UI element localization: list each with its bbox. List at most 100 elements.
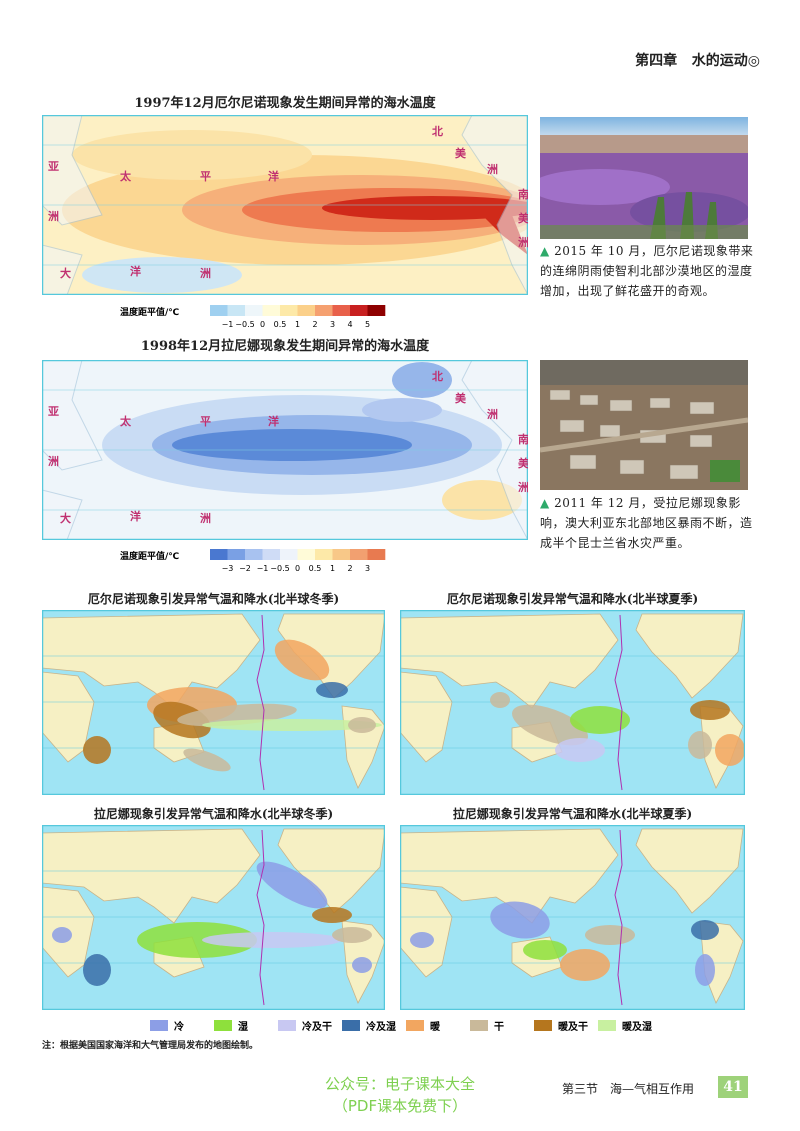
map-label: 美 <box>518 456 528 470</box>
anomaly-patch <box>322 196 528 220</box>
world-map <box>400 610 745 795</box>
legend-swatch <box>210 305 228 316</box>
climate-region <box>523 940 567 960</box>
note: 注：根据美国国家海洋和大气管理局发布的地图绘制。 <box>42 1041 259 1051</box>
legend-label: 温度距平值/℃ <box>120 306 179 318</box>
map-label: 洋 <box>130 509 141 523</box>
map-label: 南 <box>518 432 528 446</box>
map-label: 美 <box>518 211 528 225</box>
legend-swatch <box>332 549 351 560</box>
date-line <box>614 614 623 791</box>
map-label: 大 <box>60 266 71 280</box>
map-border <box>42 825 385 1010</box>
legend-swatch <box>534 1020 552 1031</box>
map-label: 平 <box>200 415 211 428</box>
legend-tick: 3 <box>330 320 335 329</box>
legend-swatch <box>350 305 368 316</box>
legend-tick: −1 <box>222 320 234 329</box>
climate-region <box>352 957 372 973</box>
sst-map-title: 1998年12月拉尼娜现象发生期间异常的海水温度 <box>140 339 430 354</box>
legend-swatch <box>262 549 281 560</box>
legend-label: 暖及湿 <box>622 1020 652 1033</box>
header: 第四章 水的运动◎ <box>635 50 760 70</box>
climate-region <box>202 932 342 948</box>
photo-caption: ▲ 2011 年 12 月，受拉尼娜现象影响，澳大利亚东北部地区暴雨不断，造成半… <box>540 493 755 553</box>
map-label: 平 <box>200 170 211 183</box>
legend-label: 湿 <box>238 1020 248 1033</box>
legend-tick: 0.5 <box>274 320 287 329</box>
climate-region <box>332 927 372 943</box>
legend-swatch <box>350 549 368 560</box>
map-label: 洋 <box>130 264 141 278</box>
anomaly-patch <box>172 429 412 461</box>
map-border <box>42 115 528 295</box>
anomaly-patch <box>392 362 452 398</box>
legend-tick: 5 <box>365 320 370 329</box>
legend-tick: 3 <box>365 564 370 573</box>
map-label: 亚 <box>48 160 59 173</box>
map-label: 洲 <box>518 481 528 494</box>
world-map-title: 拉尼娜现象引发异常气温和降水(北半球夏季) <box>452 807 693 821</box>
legend-swatch <box>150 1020 168 1031</box>
climate-region <box>348 717 376 733</box>
climate-region <box>316 682 348 698</box>
climate-region <box>695 954 715 986</box>
legend-tick: 0.5 <box>309 564 322 573</box>
anomaly-patch <box>362 398 442 422</box>
legend-tick: 1 <box>295 320 300 329</box>
watermark: 公众号：电子课本大全 （PDF课本免费下） <box>300 1073 500 1117</box>
map-label: 洲 <box>48 210 59 223</box>
legend-tick: 2 <box>312 320 317 329</box>
page-number: 41 <box>718 1076 748 1098</box>
world-map-title: 厄尔尼诺现象引发异常气温和降水(北半球夏季) <box>446 592 699 606</box>
map-label: 洲 <box>487 408 498 421</box>
legend-tick: −0.5 <box>270 564 289 573</box>
continent <box>42 828 261 924</box>
climate-region <box>137 922 257 958</box>
map-label: 洋 <box>268 414 279 428</box>
climate-region <box>490 692 510 708</box>
climate-region <box>555 738 605 762</box>
climate-region <box>690 700 730 720</box>
map-label: 洋 <box>268 169 279 183</box>
date-line <box>256 614 265 791</box>
land <box>42 244 83 295</box>
legend-swatch <box>332 305 351 316</box>
climate-region <box>560 949 610 981</box>
photo-desert-flowers <box>540 117 748 239</box>
legend-tick: −1 <box>257 564 269 573</box>
mark-icon: ◎ <box>747 53 760 69</box>
legend-swatch <box>245 549 263 560</box>
map-border <box>400 610 745 795</box>
anomaly-patch <box>82 257 242 293</box>
legend-swatch <box>297 549 316 560</box>
date-line <box>256 829 265 1006</box>
legend-tick: −2 <box>239 564 251 573</box>
climate-region <box>183 748 231 772</box>
climate-region <box>512 704 588 746</box>
caption-text: 2011 年 12 月，受拉尼娜现象影响，澳大利亚东北部地区暴雨不断，造成半个昆… <box>540 496 753 550</box>
map-label: 北 <box>432 124 443 138</box>
legend-tick: −3 <box>222 564 234 573</box>
map-label: 亚 <box>48 405 59 418</box>
legend-swatch <box>406 1020 424 1031</box>
map-label: 大 <box>60 511 71 525</box>
legend-label: 冷及干 <box>302 1020 332 1033</box>
legend-swatch <box>280 305 298 316</box>
legend-swatch <box>245 305 263 316</box>
climate-region <box>691 920 719 940</box>
land <box>42 489 83 540</box>
sst-legend: 温度距平值/℃ −1 −0.5 0 0.5 1 2 3 4 5 <box>120 305 386 329</box>
climate-region <box>570 706 630 734</box>
sst-map-title: 1997年12月厄尔尼诺现象发生期间异常的海水温度 <box>134 96 436 111</box>
world-map <box>42 610 385 795</box>
legend-swatch <box>214 1020 232 1031</box>
climate-region <box>490 901 550 939</box>
legend-label: 暖 <box>430 1020 441 1033</box>
map-border <box>42 360 528 540</box>
legend-swatch <box>297 305 316 316</box>
continent <box>400 886 453 978</box>
world-map <box>400 825 745 1010</box>
map-label: 太 <box>119 169 132 183</box>
map-label: 洲 <box>487 163 498 176</box>
